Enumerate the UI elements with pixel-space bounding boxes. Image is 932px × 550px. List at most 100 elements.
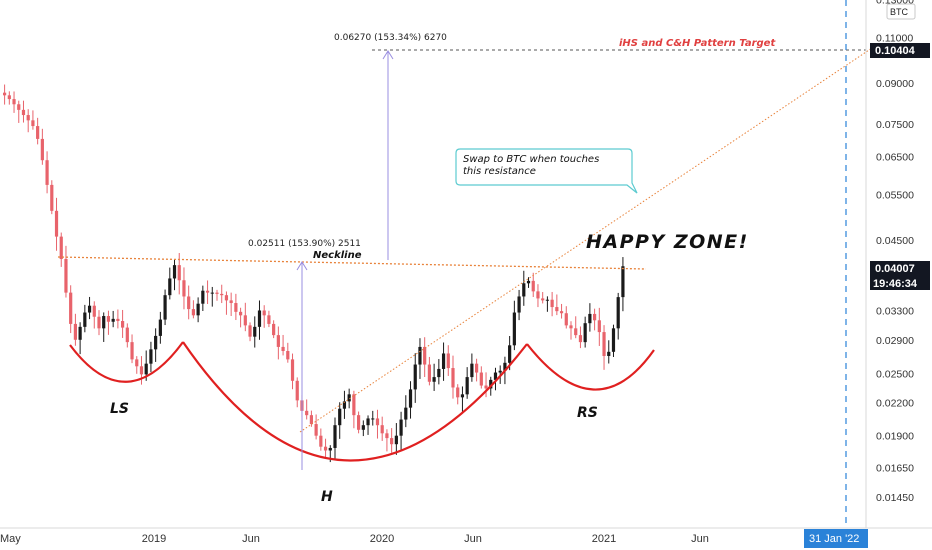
candle-down	[40, 138, 44, 161]
candle-down	[475, 363, 479, 373]
time-tick-label: 2020	[370, 533, 394, 545]
candle-up	[361, 425, 365, 430]
candle-down	[531, 280, 535, 292]
candle-up	[498, 370, 502, 373]
candle-down	[220, 293, 224, 296]
price-tick-label: 0.01900	[876, 431, 914, 443]
candle-down	[272, 323, 276, 336]
time-axis: May 2019 Jun 2020 Jun 2021 Jun	[0, 533, 709, 545]
last-price-label: 0.04007	[875, 263, 915, 275]
target-price-label: 0.10404	[875, 45, 916, 57]
candle-down	[229, 300, 233, 304]
last-price-box	[870, 261, 930, 290]
candle-down	[357, 415, 361, 430]
candle-down	[281, 346, 285, 351]
candle-down	[380, 425, 384, 434]
candle-up	[399, 419, 403, 436]
candle-up	[432, 377, 436, 382]
candle-down	[593, 313, 597, 321]
callout-line-1: Swap to BTC when touches	[463, 154, 599, 165]
candle-down	[92, 305, 96, 317]
candle-up	[517, 296, 521, 313]
candle-down	[451, 368, 455, 388]
candle-down	[243, 315, 247, 326]
time-tick-label: 2019	[142, 533, 166, 545]
price-tick-label: 0.01450	[876, 492, 914, 504]
candle-down	[375, 418, 380, 426]
candle-down	[427, 364, 431, 382]
candle-up	[489, 379, 493, 389]
unit-badge[interactable]	[886, 3, 916, 20]
candle-up	[342, 401, 347, 409]
candle-up	[196, 303, 200, 316]
candle-down	[267, 315, 271, 324]
candle-up	[149, 349, 153, 364]
candle-down	[26, 115, 30, 121]
candle-down	[290, 359, 295, 381]
candle-up	[158, 319, 162, 336]
candle-down	[12, 99, 16, 105]
measure-small-label: 0.02511 (153.90%) 2511	[248, 239, 361, 249]
candle-down	[319, 435, 323, 447]
left-shoulder-curve	[69, 341, 184, 383]
candle-down	[3, 92, 7, 96]
candle-down	[139, 366, 144, 375]
candle-down	[45, 160, 49, 185]
date-highlight-label: 31 Jan '22	[809, 533, 859, 545]
time-tick-label: May	[0, 533, 21, 545]
candle-up	[210, 292, 214, 294]
price-tick-label: 0.05500	[876, 190, 914, 202]
price-tick-label: 0.07500	[876, 119, 914, 131]
candle-down	[446, 353, 450, 369]
target-price-box	[870, 43, 930, 58]
candle-down	[536, 291, 540, 299]
candle-up	[394, 435, 398, 445]
candle-up	[328, 447, 332, 451]
price-tick-label: 0.03300	[876, 305, 914, 317]
price-axis: 0.13000 0.11000 0.09000 0.07500 0.06500 0.055…	[876, 0, 914, 504]
time-tick-label: Jun	[691, 533, 709, 545]
candle-down	[564, 313, 568, 326]
candle-up	[111, 318, 115, 322]
candle-up	[460, 394, 465, 398]
target-label: iHS and C&H Pattern Target	[619, 38, 776, 49]
candle-down	[550, 299, 554, 308]
candle-up	[78, 326, 82, 340]
candle-down	[125, 327, 129, 343]
candle-down	[262, 310, 266, 316]
candle-up	[503, 362, 507, 371]
neckline-label: Neckline	[313, 250, 362, 261]
candle-down	[314, 424, 318, 436]
candle-down	[295, 380, 299, 401]
candle-up	[366, 418, 370, 426]
candle-down	[121, 321, 125, 328]
candle-up	[526, 280, 531, 284]
price-tick-label: 0.02900	[876, 335, 914, 347]
candle-down	[31, 120, 35, 127]
candle-down	[17, 104, 21, 110]
price-tick-label: 0.11000	[876, 32, 913, 44]
candle-down	[215, 292, 219, 294]
candle-down	[569, 325, 573, 329]
price-tick-label: 0.13000	[876, 0, 914, 6]
candle-down	[116, 318, 120, 322]
candle-up	[583, 323, 587, 343]
candle-down	[106, 316, 111, 322]
time-tick-label: 2021	[592, 533, 616, 545]
candle-down	[59, 236, 63, 260]
candle-down	[50, 184, 54, 211]
candle-up	[333, 425, 337, 448]
candle-up	[545, 299, 549, 301]
price-tick-label: 0.01650	[876, 463, 914, 475]
candle-down	[309, 415, 313, 425]
candle-down	[385, 433, 389, 439]
candle-up	[441, 353, 446, 369]
candle-down	[64, 259, 68, 293]
candle-up	[83, 312, 87, 327]
candle-down	[574, 328, 578, 336]
candle-down	[484, 385, 488, 389]
candle-down	[555, 307, 559, 312]
candle-up	[201, 290, 205, 304]
candle-down	[305, 410, 309, 416]
candle-down	[187, 296, 191, 310]
